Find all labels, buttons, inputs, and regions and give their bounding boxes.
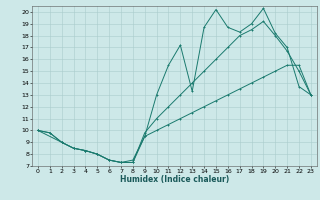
X-axis label: Humidex (Indice chaleur): Humidex (Indice chaleur) [120,175,229,184]
